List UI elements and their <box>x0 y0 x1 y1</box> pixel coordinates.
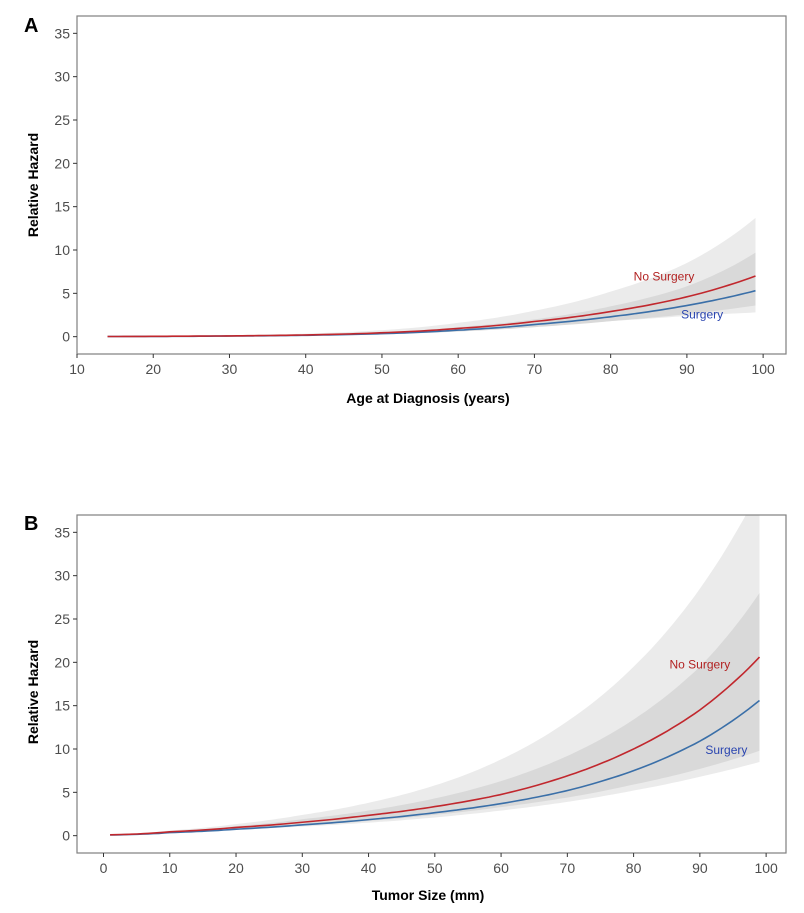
x-axis-b: 0 10 20 30 40 50 60 70 80 90 100 <box>100 853 778 876</box>
y-tick-label: 25 <box>54 611 70 627</box>
panel-a: A 0 5 10 15 20 25 30 35 10 20 30 40 50 60 70 80 90 100 A… <box>24 15 787 406</box>
x-tick-label: 30 <box>295 860 311 876</box>
x-tick-label: 0 <box>100 860 108 876</box>
y-tick-label: 35 <box>54 25 70 41</box>
x-tick-label: 20 <box>228 860 244 876</box>
x-tick-label: 90 <box>679 361 695 377</box>
y-tick-label: 0 <box>62 828 70 844</box>
y-tick-label: 30 <box>54 69 70 85</box>
x-tick-label: 70 <box>527 361 543 377</box>
ci-band-inner <box>107 252 756 337</box>
ci-band-outer <box>107 217 756 337</box>
x-tick-label: 50 <box>427 860 443 876</box>
x-tick-label: 100 <box>751 361 775 377</box>
x-tick-label: 60 <box>450 361 466 377</box>
panel-letter-a: A <box>24 15 38 37</box>
y-tick-label: 5 <box>62 784 70 800</box>
x-tick-label: 100 <box>754 860 778 876</box>
series-lines-b <box>110 656 761 836</box>
line-no-surgery <box>110 656 761 836</box>
y-axis-title-a: Relative Hazard <box>25 133 41 237</box>
confidence-bands-b <box>110 515 760 835</box>
panel-letter-b: B <box>24 513 38 535</box>
label-surgery-a: Surgery <box>681 307 723 321</box>
x-tick-label: 10 <box>69 361 85 377</box>
y-tick-label: 5 <box>62 285 70 301</box>
x-tick-label: 40 <box>298 361 314 377</box>
label-surgery-b: Surgery <box>705 743 747 757</box>
y-tick-label: 0 <box>62 329 70 345</box>
x-tick-label: 30 <box>222 361 238 377</box>
plot-frame-b <box>76 514 787 854</box>
series-lines-a <box>107 275 756 338</box>
x-tick-label: 20 <box>145 361 161 377</box>
line-surgery <box>110 699 760 836</box>
x-tick-label: 80 <box>626 860 642 876</box>
y-axis-a: 0 5 10 15 20 25 30 35 <box>54 25 77 345</box>
label-no-surgery-b: No Surgery <box>670 657 731 671</box>
x-tick-label: 70 <box>560 860 576 876</box>
y-axis-b: 0 5 10 15 20 25 30 35 <box>54 524 77 844</box>
y-tick-label: 10 <box>54 242 70 258</box>
y-tick-label: 20 <box>54 155 70 171</box>
x-axis-title-b: Tumor Size (mm) <box>372 887 485 903</box>
x-axis-a: 10 20 30 40 50 60 70 80 90 100 <box>69 354 775 377</box>
y-tick-label: 30 <box>54 568 70 584</box>
y-tick-label: 25 <box>54 112 70 128</box>
x-tick-label: 10 <box>162 860 178 876</box>
label-no-surgery-a: No Surgery <box>634 269 695 283</box>
line-no-surgery <box>107 275 756 338</box>
x-tick-label: 50 <box>374 361 390 377</box>
x-tick-label: 90 <box>692 860 708 876</box>
x-axis-title-a: Age at Diagnosis (years) <box>346 390 509 406</box>
x-tick-label: 80 <box>603 361 619 377</box>
y-tick-label: 20 <box>54 654 70 670</box>
x-tick-label: 60 <box>493 860 509 876</box>
y-tick-label: 15 <box>54 698 70 714</box>
ci-band-outer <box>110 515 760 835</box>
ci-band-inner <box>110 593 760 835</box>
plot-frame-a <box>76 15 787 355</box>
y-axis-title-b: Relative Hazard <box>25 640 41 744</box>
x-tick-label: 40 <box>361 860 377 876</box>
y-tick-label: 15 <box>54 199 70 215</box>
confidence-bands-a <box>107 217 756 337</box>
y-tick-label: 10 <box>54 741 70 757</box>
y-tick-label: 35 <box>54 524 70 540</box>
